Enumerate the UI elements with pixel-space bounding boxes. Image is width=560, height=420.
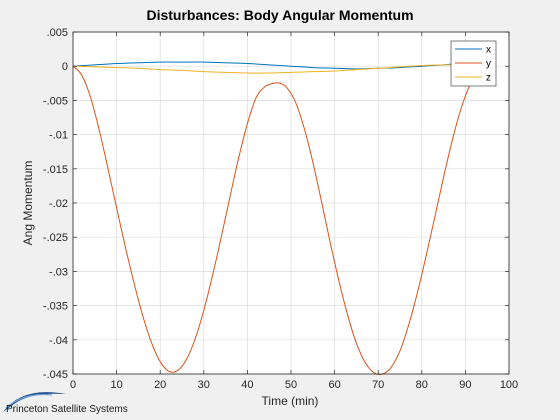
y-tick-label: -.005 (43, 95, 68, 107)
y-tick-label: .005 (47, 27, 68, 39)
x-tick-label: 20 (154, 379, 166, 391)
y-tick-label: -.025 (43, 232, 68, 244)
x-tick-label: 50 (285, 379, 297, 391)
x-tick-label: 80 (416, 379, 428, 391)
x-tick-label: 60 (328, 379, 340, 391)
legend: xyz (450, 40, 497, 87)
y-tick-label: -.035 (43, 301, 68, 313)
y-tick-label: -.03 (49, 266, 68, 278)
chart-title: Disturbances: Body Angular Momentum (146, 7, 413, 23)
y-tick-label: -.04 (49, 335, 68, 347)
y-tick-label: -.02 (49, 198, 68, 210)
brand-logo: Princeton Satellite Systems (3, 392, 128, 415)
series-line-y (72, 65, 488, 375)
x-tick-label: 0 (70, 379, 76, 391)
legend-label-x: x (486, 45, 491, 56)
legend-label-z: z (486, 73, 491, 84)
x-axis-ticks: 0 10 20 30 40 50 60 70 80 90 100 (70, 32, 518, 391)
x-tick-label: 70 (372, 379, 384, 391)
brand-swoosh-accent (5, 393, 53, 409)
y-axis-ticks: .005 0 -.005 -.01 -.015 -.02 -.025 -.03 -.035 -.0… (43, 27, 509, 381)
x-axis-label: Time (min) (262, 394, 319, 408)
x-tick-label: 10 (110, 379, 122, 391)
y-tick-label: -.045 (43, 369, 68, 381)
series-lines (72, 61, 488, 375)
series-line-x (72, 61, 488, 70)
x-tick-label: 30 (198, 379, 210, 391)
y-axis-label: Ang Momentum (21, 161, 35, 246)
legend-label-y: y (486, 59, 491, 70)
series-line-z (72, 64, 466, 74)
brand-text: Princeton Satellite Systems (6, 404, 128, 415)
y-tick-label: -.01 (49, 130, 68, 142)
x-tick-label: 100 (500, 379, 518, 391)
y-tick-label: 0 (62, 61, 68, 73)
x-tick-label: 40 (241, 379, 253, 391)
x-tick-label: 90 (459, 379, 471, 391)
brand-swoosh (3, 392, 66, 412)
y-tick-label: -.015 (43, 164, 68, 176)
